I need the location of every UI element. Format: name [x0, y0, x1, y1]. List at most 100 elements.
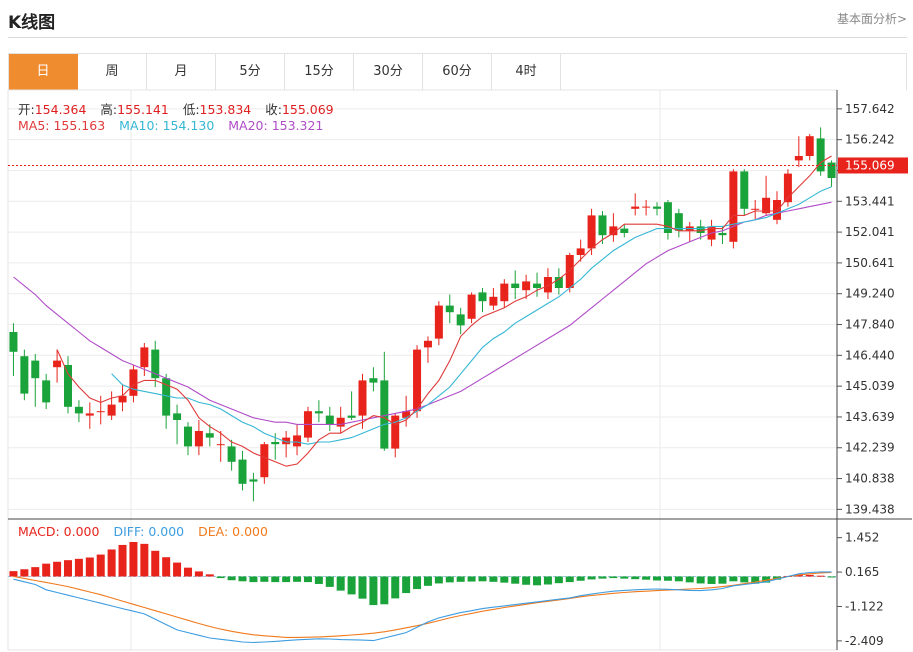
macd-bar	[827, 576, 836, 578]
ma5-legend: MA5: 155.163	[18, 118, 106, 133]
ma20-line	[13, 201, 832, 425]
macd-bar	[576, 576, 585, 581]
timeframe-tabs: 日 周 月 5分 15分 30分 60分 4时	[8, 53, 907, 90]
candle-body	[358, 380, 367, 416]
tab-day[interactable]: 日	[9, 54, 78, 90]
candle-body	[467, 294, 476, 319]
candle-body	[554, 277, 563, 288]
macd-bar	[685, 576, 694, 583]
macd-bar	[271, 576, 280, 583]
candle-body	[249, 479, 258, 482]
close-value: 155.069	[281, 102, 334, 117]
candle-body	[631, 206, 640, 209]
candle-body	[118, 395, 127, 403]
tab-30min[interactable]: 30分	[354, 54, 423, 90]
macd-tick-label: -2.409	[845, 634, 884, 648]
low-label: 低:	[182, 102, 200, 117]
ma10-legend: MA10: 154.130	[119, 118, 215, 133]
macd-bar	[423, 576, 432, 586]
candle-body	[402, 411, 411, 418]
candle-body	[293, 435, 302, 447]
macd-bar	[402, 576, 411, 594]
fundamental-analysis-link[interactable]: 基本面分析>	[836, 12, 907, 26]
candle-body	[500, 283, 509, 302]
ma5-line	[56, 155, 832, 467]
macd-bar	[96, 554, 105, 577]
macd-legend: MACD: 0.000 DIFF: 0.000 DEA: 0.000	[18, 524, 268, 539]
price-tick-label: 145.039	[845, 379, 895, 393]
candle-body	[31, 360, 40, 379]
macd-bar	[53, 561, 62, 577]
candle-body	[74, 406, 83, 414]
candle-body	[162, 378, 171, 416]
macd-bar	[522, 576, 531, 585]
candle-body	[587, 215, 596, 249]
macd-bar	[238, 576, 247, 582]
candle-body	[42, 380, 51, 403]
macd-bar	[140, 543, 149, 577]
macd-tick-label: 0.165	[845, 565, 879, 579]
price-tick-label: 140.838	[845, 472, 895, 486]
macd-bar	[696, 576, 705, 584]
candle-body	[63, 365, 72, 407]
candle-body	[369, 378, 378, 383]
macd-bar	[489, 576, 498, 582]
macd-legend-value: MACD: 0.000	[18, 524, 100, 539]
candle-body	[805, 136, 814, 156]
candle-body	[423, 340, 432, 348]
macd-bar	[282, 576, 291, 583]
tab-4hour[interactable]: 4时	[492, 54, 561, 90]
macd-bar	[718, 576, 727, 584]
candle-body	[336, 417, 345, 427]
price-tick-label: 143.639	[845, 410, 895, 424]
macd-bar	[511, 576, 520, 584]
macd-bar	[216, 576, 225, 579]
macd-bar	[631, 576, 640, 580]
macd-bar	[336, 576, 345, 591]
macd-bar	[369, 576, 378, 606]
price-tick-label: 150.641	[845, 256, 895, 270]
candle-body	[773, 200, 782, 220]
macd-bar	[303, 576, 312, 583]
price-tick-label: 157.642	[845, 102, 895, 116]
candle-body	[674, 213, 683, 231]
tab-week[interactable]: 周	[78, 54, 147, 90]
candle-body	[96, 411, 105, 413]
macd-bar	[31, 567, 40, 577]
macd-bar	[729, 576, 738, 582]
macd-bar	[413, 576, 422, 590]
tab-60min[interactable]: 60分	[423, 54, 492, 90]
high-label: 高:	[100, 102, 118, 117]
macd-bar	[260, 576, 269, 582]
candle-body	[445, 305, 454, 313]
candle-body	[511, 283, 520, 288]
macd-bar	[543, 576, 552, 585]
dea-legend-value: DEA: 0.000	[198, 524, 268, 539]
macd-bar	[554, 576, 563, 584]
candle-body	[783, 173, 792, 203]
macd-bar	[74, 558, 83, 577]
tab-15min[interactable]: 15分	[285, 54, 354, 90]
candle-body	[565, 255, 574, 288]
last-price-tag	[838, 157, 908, 174]
candle-body	[456, 314, 465, 326]
macd-bar	[740, 576, 749, 583]
candle-body	[827, 162, 836, 178]
macd-bar	[183, 567, 192, 577]
diff-legend-value: DIFF: 0.000	[113, 524, 185, 539]
tab-5min[interactable]: 5分	[216, 54, 285, 90]
macd-bar	[20, 569, 29, 577]
macd-bar	[609, 576, 618, 579]
macd-bar	[620, 576, 629, 579]
low-value: 153.834	[199, 102, 252, 117]
macd-bar	[707, 576, 716, 584]
candle-body	[325, 415, 334, 425]
candle-body	[413, 349, 422, 412]
tab-month[interactable]: 月	[147, 54, 216, 90]
candle-body	[347, 415, 356, 418]
candle-body	[794, 156, 803, 161]
macd-bar	[456, 576, 465, 582]
ma10-line	[111, 186, 832, 445]
macd-bar	[249, 576, 258, 583]
